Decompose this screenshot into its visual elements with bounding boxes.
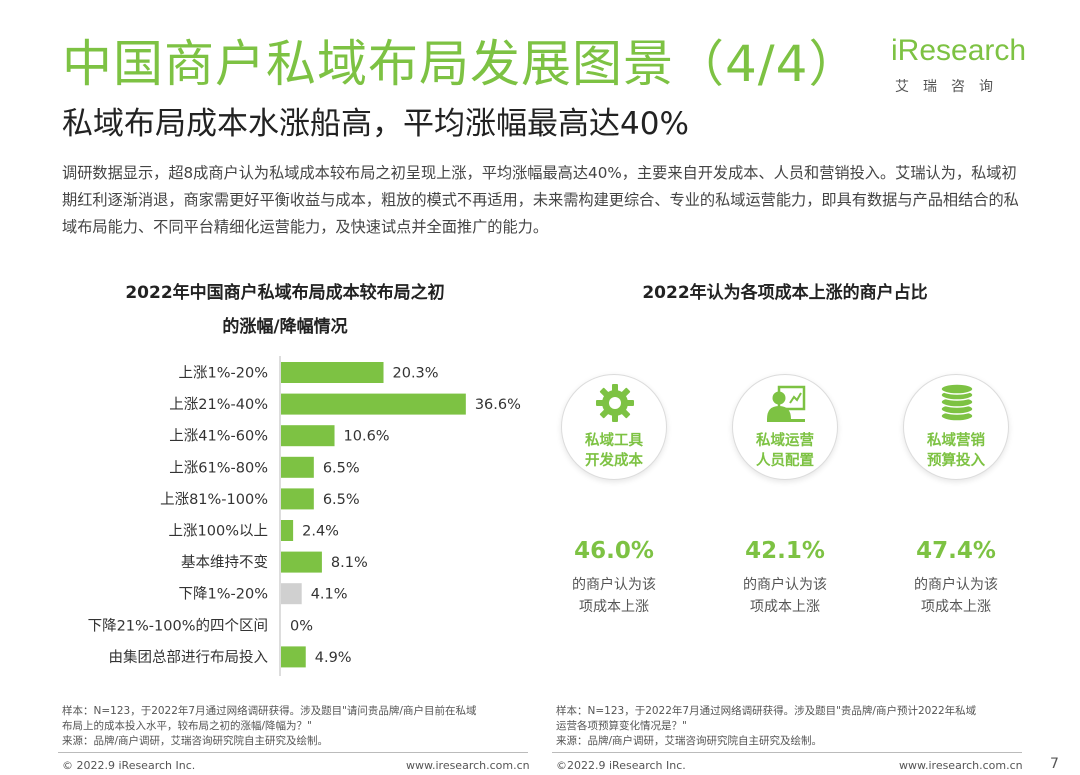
cost-percent: 46.0% <box>574 538 654 564</box>
footer-copyright-right: ©2022.9 iResearch Inc. <box>556 759 686 772</box>
bar <box>281 551 322 573</box>
note-line: 布局上的成本投入水平，较布局之初的涨幅/降幅为？" <box>62 720 312 732</box>
category-label: 上涨81%-100% <box>160 491 268 508</box>
note-line: 来源：品牌/商户调研，艾瑞咨询研究院自主研究及绘制。 <box>62 735 329 747</box>
bar-value-label: 4.9% <box>315 650 352 666</box>
bar-chart-title-line1: 2022年中国商户私域布局成本较布局之初 <box>125 283 445 303</box>
cost-item-staff: 私域运营 人员配置 42.1% 的商户认为该 项成本上涨 <box>727 374 843 618</box>
bar <box>281 456 314 478</box>
cost-desc-line1: 的商户认为该 <box>914 577 998 593</box>
category-label: 上涨1%-20% <box>179 365 268 382</box>
category-label: 由集团总部进行布局投入 <box>109 649 269 666</box>
cost-percent: 47.4% <box>916 538 996 564</box>
bar <box>281 583 302 605</box>
bar-value-label: 2.4% <box>302 524 339 540</box>
bar <box>281 646 306 668</box>
cost-chart-title: 2022年认为各项成本上涨的商户占比 <box>642 283 928 303</box>
category-label: 上涨61%-80% <box>169 459 268 476</box>
category-label: 下降21%-100%的四个区间 <box>88 617 268 634</box>
bar-chart-title-line2: 的涨幅/降幅情况 <box>222 317 348 337</box>
cost-desc-line2: 项成本上涨 <box>921 599 991 615</box>
page-title: 中国商户私域布局发展图景（4/4） <box>62 35 860 93</box>
cost-label-line2: 预算投入 <box>927 453 985 469</box>
source-note-right: 样本：N=123，于2022年7月通过网络调研获得。涉及题目"贵品牌/商户预计2… <box>556 704 1026 749</box>
bar-value-label: 20.3% <box>393 366 439 382</box>
logo-brand: iResearch <box>891 34 1027 67</box>
category-label: 下降1%-20% <box>179 586 268 603</box>
cost-label-line1: 私域运营 <box>756 433 814 449</box>
cost-label-line2: 开发成本 <box>585 453 643 469</box>
cost-label-line1: 私域营销 <box>927 433 985 449</box>
intro-paragraph: 调研数据显示，超8成商户认为私域成本较布局之初呈现上涨，平均涨幅最高达40%，主… <box>62 164 1019 236</box>
iresearch-logo: iResearch 艾瑞咨询 <box>885 34 1035 98</box>
footer-copyright-left: © 2022.9 iResearch Inc. <box>62 759 196 772</box>
cost-desc-line2: 项成本上涨 <box>579 599 649 615</box>
cost-percent: 42.1% <box>745 538 825 564</box>
bar-value-label: 0% <box>290 618 313 634</box>
bar-value-label: 10.6% <box>344 429 390 445</box>
bar <box>281 425 335 447</box>
staff-icon <box>767 385 806 422</box>
bar <box>281 393 466 415</box>
cost-item-tool-dev: 私域工具 开发成本 46.0% 的商户认为该 项成本上涨 <box>556 374 672 618</box>
bar <box>281 520 294 541</box>
cost-item-marketing: 私域营销 预算投入 47.4% 的商户认为该 项成本上涨 <box>898 374 1014 618</box>
category-label: 上涨41%-60% <box>169 428 268 445</box>
bar-value-label: 4.1% <box>311 587 348 603</box>
note-line: 运营各项预算变化情况是？" <box>556 720 687 732</box>
note-line: 样本：N=123，于2022年7月通过网络调研获得。涉及题目"贵品牌/商户预计2… <box>556 705 977 717</box>
category-label: 上涨21%-40% <box>169 396 268 413</box>
source-note-left: 样本：N=123，于2022年7月通过网络调研获得。涉及题目"请问贵品牌/商户目… <box>62 704 532 749</box>
note-line: 来源：品牌/商户调研，艾瑞咨询研究院自主研究及绘制。 <box>556 735 823 747</box>
gear-icon <box>596 384 634 422</box>
bar-chart: 上涨1%-20% 20.3% 上涨21%-40% 36.6% 上涨41%-60% 10.6… <box>88 356 521 676</box>
footer-divider-left <box>58 752 528 753</box>
bar-value-label: 6.5% <box>323 460 360 476</box>
footer-url-right: www.iresearch.com.cn <box>899 759 1023 772</box>
coins-icon <box>940 383 974 422</box>
page-number: 7 <box>1050 756 1059 772</box>
category-label: 上涨100%以上 <box>169 523 268 540</box>
cost-circle: 私域营销 预算投入 <box>903 374 1009 480</box>
category-label: 基本维持不变 <box>181 554 268 571</box>
cost-desc-line2: 项成本上涨 <box>750 599 820 615</box>
bar-chart-title: 2022年中国商户私域布局成本较布局之初 的涨幅/降幅情况 <box>60 276 510 344</box>
bar <box>281 362 384 383</box>
cost-circle: 私域运营 人员配置 <box>732 374 838 480</box>
cost-label-line2: 人员配置 <box>756 453 814 469</box>
footer-divider-right <box>552 752 1022 753</box>
page-subtitle: 私域布局成本水涨船高，平均涨幅最高达40% <box>62 106 689 142</box>
note-line: 样本：N=123，于2022年7月通过网络调研获得。涉及题目"请问贵品牌/商户目… <box>62 705 477 717</box>
bar-value-label: 36.6% <box>475 397 521 413</box>
bar-value-label: 6.5% <box>323 492 360 508</box>
footer-url-left: www.iresearch.com.cn <box>406 759 530 772</box>
bar-value-label: 8.1% <box>331 555 368 571</box>
cost-desc-line1: 的商户认为该 <box>743 577 827 593</box>
cost-desc-line1: 的商户认为该 <box>572 577 656 593</box>
bar <box>281 488 314 510</box>
cost-label-line1: 私域工具 <box>585 433 643 449</box>
cost-circle: 私域工具 开发成本 <box>561 374 667 480</box>
logo-cn: 艾瑞咨询 <box>895 79 1007 95</box>
